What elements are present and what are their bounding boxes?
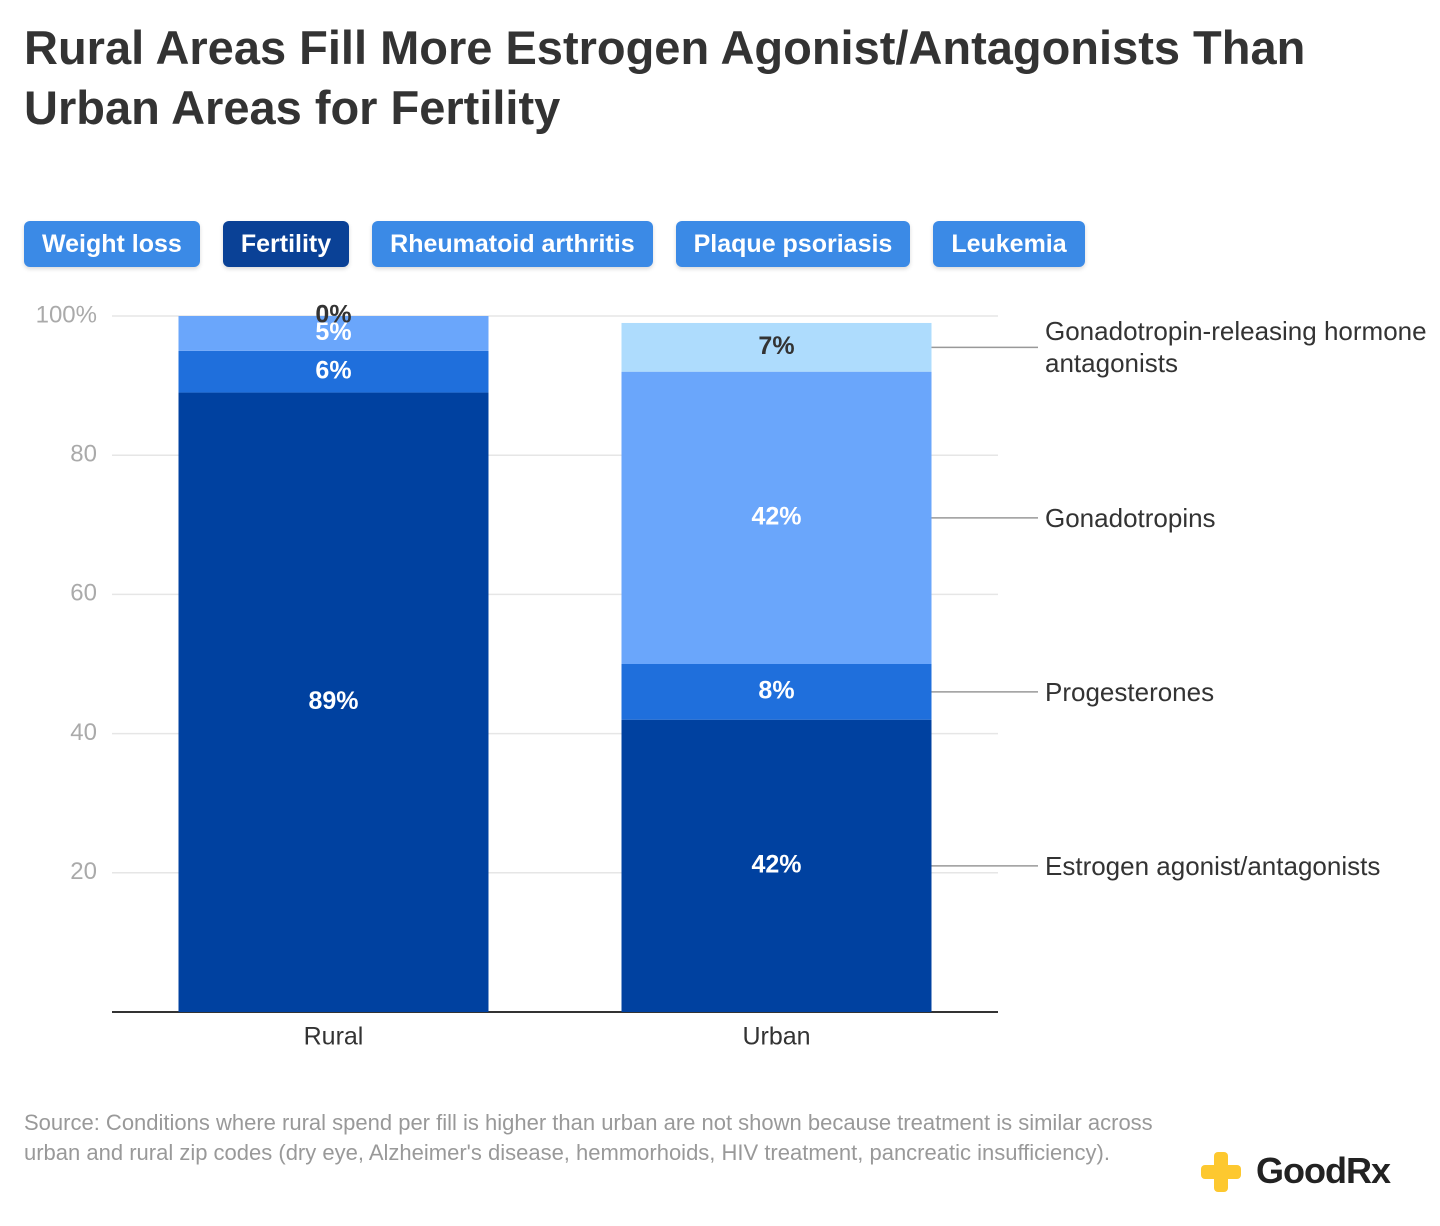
x-tick-label: Rural — [304, 1023, 364, 1051]
legend-label: Gonadotropin-releasing hormone antagonis… — [1045, 316, 1427, 379]
y-tick-label: 80 — [70, 441, 97, 468]
value-label: 8% — [758, 676, 794, 704]
tab[interactable]: Weight loss — [24, 221, 200, 267]
tab[interactable]: Leukemia — [933, 221, 1085, 267]
bar-segment — [178, 316, 489, 351]
legend-label: Gonadotropins — [1045, 502, 1216, 533]
bar-segment — [621, 719, 932, 1012]
value-label: 42% — [751, 502, 801, 530]
value-label: 5% — [315, 318, 351, 346]
bar-segment — [178, 350, 489, 393]
value-label: 0% — [315, 301, 351, 329]
y-tick-label: 40 — [70, 719, 97, 746]
y-tick-label: 100% — [36, 301, 97, 328]
bar-segment — [621, 322, 932, 372]
value-label: 6% — [315, 356, 351, 384]
tab[interactable]: Rheumatoid arthritis — [372, 221, 653, 267]
bar-segment — [621, 371, 932, 664]
source-note: Source: Conditions where rural spend per… — [24, 1110, 1153, 1165]
value-label: 42% — [751, 850, 801, 878]
bar-segment — [178, 392, 489, 1012]
bar-segment — [621, 664, 932, 720]
value-label: 89% — [308, 687, 358, 715]
value-label: 7% — [758, 332, 794, 360]
x-tick-label: Urban — [742, 1023, 810, 1051]
logo: GoodRx — [1256, 1150, 1391, 1191]
chart: 20 40 60 80 100% Rural 89% 6% 5%0% Urban 42% 8% 42% 7… — [36, 301, 1038, 1051]
y-tick-label: 20 — [70, 858, 97, 885]
tab[interactable]: Fertility — [222, 221, 350, 267]
chart-title: Rural Areas Fill More Estrogen Agonist/A… — [24, 21, 1306, 134]
tab-bar: Weight loss Fertility Rheumatoid arthritis… — [24, 221, 1085, 267]
legend-label: Estrogen agonist/antagonists — [1045, 850, 1381, 881]
tab[interactable]: Plaque psoriasis — [675, 221, 911, 267]
legend-label: Progesterones — [1045, 676, 1215, 707]
y-tick-label: 60 — [70, 580, 97, 607]
